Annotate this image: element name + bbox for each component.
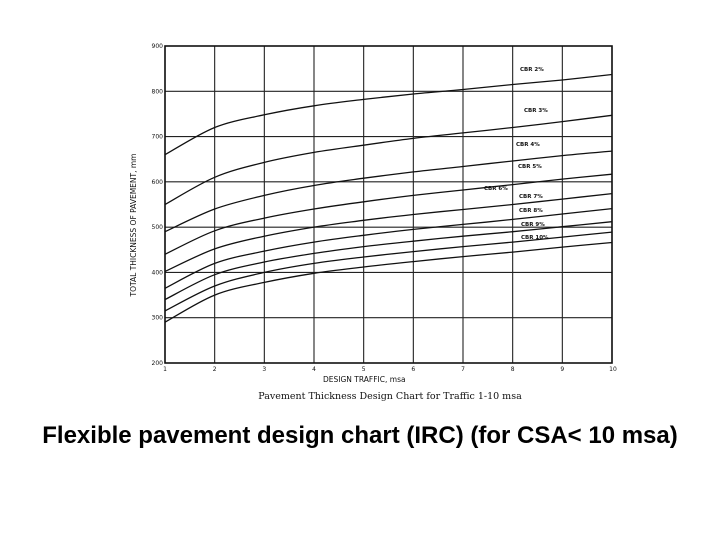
series-curve-cbr-2 [164,73,613,156]
series-curve-cbr-3 [164,114,613,206]
series-label-cbr-5: CBR 5% [518,164,542,170]
series-curve-cbr-7 [164,207,613,289]
series-label-cbr-8: CBR 8% [519,208,543,214]
x-tick-2: 2 [213,366,217,373]
x-tick-9: 9 [560,366,564,373]
y-tick-400: 400 [152,269,164,276]
y-tick-labels: 200 300 400 500 600 700 800 900 [152,43,164,367]
series-label-cbr-6: CBR 6% [484,186,508,192]
series-label-cbr-4: CBR 4% [516,142,540,148]
y-tick-200: 200 [152,360,164,367]
chart-title: Pavement Thickness Design Chart for Traf… [258,391,522,402]
series-label-cbr-9: CBR 9% [521,222,545,228]
x-tick-7: 7 [461,366,465,373]
y-tick-700: 700 [152,134,164,141]
series-label-cbr-3: CBR 3% [524,108,548,114]
x-tick-5: 5 [362,366,366,373]
x-tick-8: 8 [511,366,515,373]
y-tick-300: 300 [152,315,164,322]
x-tick-labels: 1 2 3 4 5 6 7 8 9 10 [163,366,617,373]
x-tick-1: 1 [163,366,167,373]
series-curve-cbr-4 [164,150,613,233]
plot-frame [164,45,613,364]
y-tick-900: 900 [152,43,164,50]
y-tick-500: 500 [152,224,164,231]
pavement-design-chart: 1 2 3 4 5 6 7 8 9 10 200 300 400 500 600 700 800 900 CBR… [129,43,617,402]
series-label-cbr-7: CBR 7% [519,194,543,200]
series-curve-cbr-8 [164,221,613,301]
y-axis-label: TOTAL THICKNESS OF PAVEMENT, mm [129,154,138,298]
chart-grid [164,45,613,364]
series-curve-cbr-10 [164,241,613,323]
x-axis-label: DESIGN TRAFFIC, msa [323,375,406,384]
x-tick-3: 3 [262,366,266,373]
series-curve-cbr-5 [164,173,613,255]
series-labels: CBR 2% CBR 3% CBR 4% CBR 5% CBR 6% CBR 7% CBR … [484,67,549,241]
y-tick-800: 800 [152,88,164,95]
x-tick-10: 10 [609,366,617,373]
x-tick-6: 6 [411,366,415,373]
series-label-cbr-10: CBR 10% [521,235,549,241]
slide-caption: Flexible pavement design chart (IRC) (fo… [42,422,678,449]
series-label-cbr-2: CBR 2% [520,67,544,73]
series-curve-cbr-9 [164,231,613,312]
x-tick-4: 4 [312,366,316,373]
y-tick-600: 600 [152,179,164,186]
chart-series [164,73,613,323]
series-curve-cbr-6 [164,192,613,273]
